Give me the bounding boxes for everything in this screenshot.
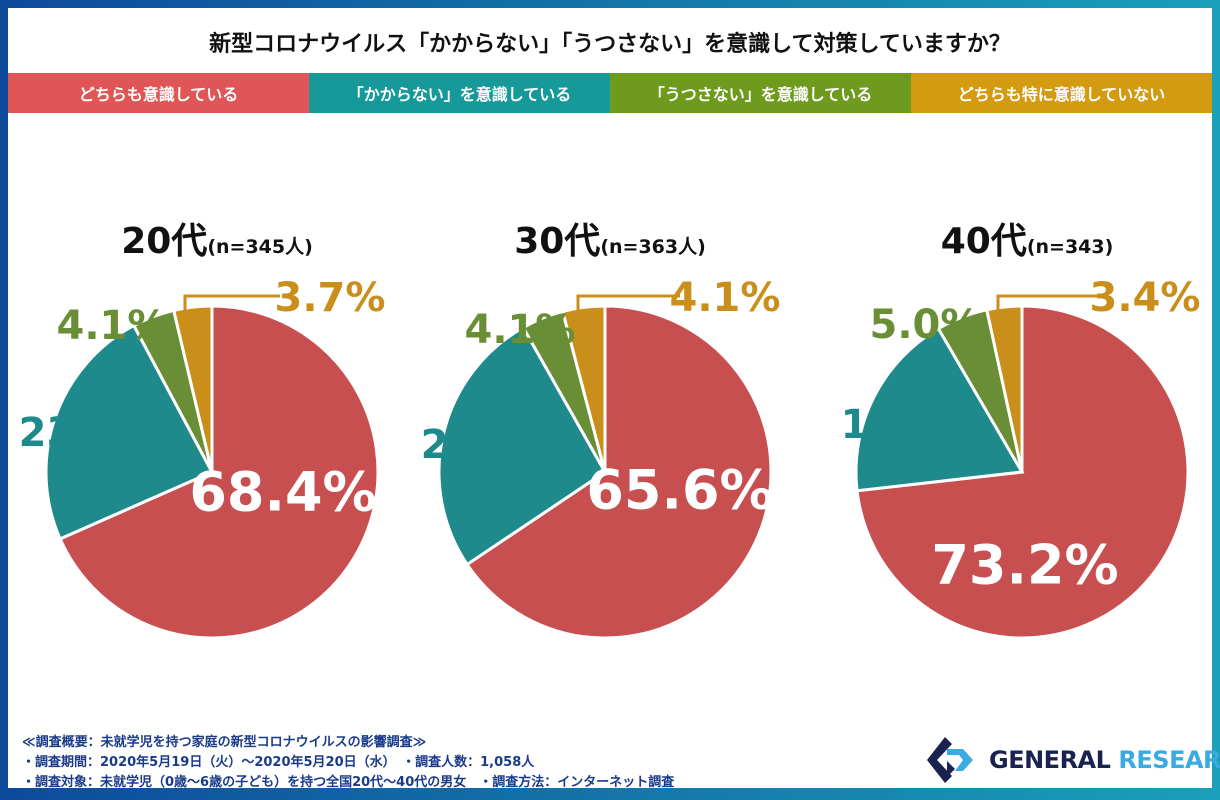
survey-footnote: ≪調査概要：未就学児を持つ家庭の新型コロナウイルスの影響調査≫ ・調査期間：20… [22,733,674,793]
pie-slice [560,304,607,473]
leader-line [996,294,1100,325]
data-label: 65.6% [586,458,774,522]
data-label: 68.4% [189,460,377,524]
footnote-line: ・調査期間：2020年5月19日（火）～2020年5月20日（水） ・調査人数：… [22,755,535,770]
data-label: 4.1% [669,275,781,321]
pie-sample-size: (n=343) [1026,236,1114,258]
data-label: 18.4% [840,402,980,448]
pie-group: 40代 [940,221,1027,262]
legend-item-neither: どちらも特に意識していない [911,73,1212,113]
pie-slice [44,323,215,541]
legend: どちらも意識している 「かからない」を意識している 「うつさない」を意識している… [8,73,1212,113]
data-label: 23.8% [18,410,158,456]
pie-group: 30代 [514,221,601,262]
data-label: 3.7% [274,275,386,321]
data-label: 4.1% [56,303,168,349]
pie-slice [854,326,1025,493]
general-research-logo: GENERAL RESEARCH [925,735,1220,785]
legend-item-both: どちらも意識している [8,73,309,113]
data-label: 3.4% [1089,275,1201,321]
footnote-line: ・調査対象：未就学児（0歳～6歳の子ども）を持つ全国20代～40代の男女 ・調査… [22,775,675,790]
chart-title: 新型コロナウイルス「かからない」「うつさない」を意識して対策していますか？ [209,32,1011,57]
pie-slice [58,304,380,640]
leader-line [576,294,680,325]
pie-slice [985,304,1024,473]
pie-title: 20代(n=345人) [121,212,313,264]
leader-line [183,294,280,325]
logo-text-research: RESEARCH [1118,746,1220,774]
legend-item-not-spread: 「うつさない」を意識している [610,73,911,113]
pie-sample-size: (n=363人) [600,236,706,258]
pie-slice [465,304,773,640]
data-label: 5.0% [869,302,981,348]
pie-title: 30代(n=363人) [514,212,706,264]
data-label: 4.1% [464,307,576,353]
logo-text-general: GENERAL [989,746,1111,774]
pie-slice [437,325,607,567]
data-label: 73.2% [931,533,1119,597]
data-label: 26.2% [420,422,560,468]
pie-group: 20代 [121,221,208,262]
logo-mark-icon [927,737,973,783]
footnote-line: ≪調査概要：未就学児を持つ家庭の新型コロナウイルスの影響調査≫ [22,735,427,750]
pie-slice [171,304,214,473]
pie-title: 40代(n=343) [941,212,1114,264]
pie-sample-size: (n=345人) [207,236,313,258]
legend-item-not-catch: 「かからない」を意識している [309,73,610,113]
